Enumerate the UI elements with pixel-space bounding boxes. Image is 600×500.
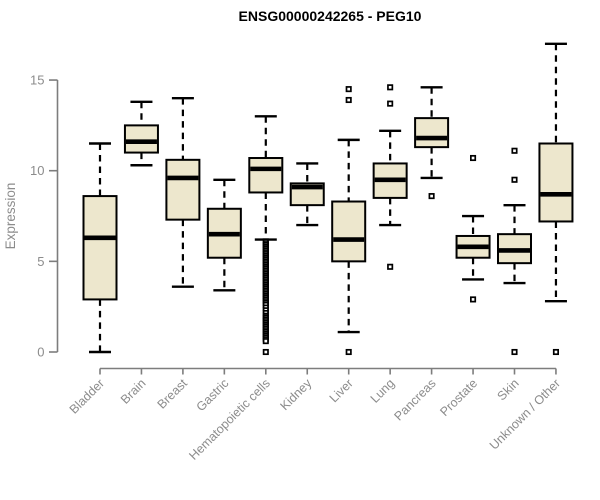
x-category-label: Unknown / Other [487, 376, 563, 452]
y-tick-label: 5 [37, 254, 44, 269]
x-category-label: Gastric [194, 376, 232, 414]
y-tick-label: 10 [30, 163, 44, 178]
box-breast [165, 158, 201, 221]
x-category-label: Lung [368, 376, 398, 406]
outlier-marker [262, 338, 269, 345]
plot-area: 0 5 10 15 Bladder Brain Breast GastricHematopoi… [30, 42, 574, 463]
outlier-marker [470, 296, 477, 303]
outlier-marker [511, 147, 518, 154]
box-brain [123, 124, 159, 154]
chart-title: ENSG00000242265 - PEG10 [239, 8, 422, 24]
outlier-marker [345, 96, 352, 104]
box-bladder [82, 195, 118, 301]
outlier-marker [552, 348, 560, 356]
x-category-label: Pancreas [391, 376, 438, 423]
y-tick-label: 0 [37, 345, 44, 360]
outlier-marker [262, 348, 269, 356]
outlier-marker [511, 348, 518, 356]
x-category-label: Breast [155, 376, 191, 412]
x-category-label: Bladder [67, 376, 107, 416]
y-axis-label: Expression [3, 183, 18, 250]
x-category-label: Hematopoietic cells [186, 376, 273, 463]
x-category-label: Kidney [277, 376, 314, 413]
x-category-label: Brain [118, 376, 149, 407]
x-category-label: Skin [495, 376, 522, 403]
outlier-marker [387, 84, 394, 91]
x-category-label: Liver [327, 376, 356, 405]
box-hematopoietic-cells [248, 157, 284, 194]
outlier-marker [470, 154, 477, 162]
outlier-marker [387, 100, 394, 107]
box-unknown-other [538, 142, 574, 223]
box-pancreas [414, 117, 450, 149]
outlier-marker [387, 263, 394, 270]
outlier-marker [511, 176, 518, 183]
outlier-marker [428, 193, 435, 200]
box-liver [331, 200, 367, 263]
outlier-marker [345, 348, 352, 356]
outlier-marker [345, 86, 352, 93]
x-category-label: Prostate [437, 376, 480, 419]
y-tick-label: 15 [30, 73, 44, 88]
